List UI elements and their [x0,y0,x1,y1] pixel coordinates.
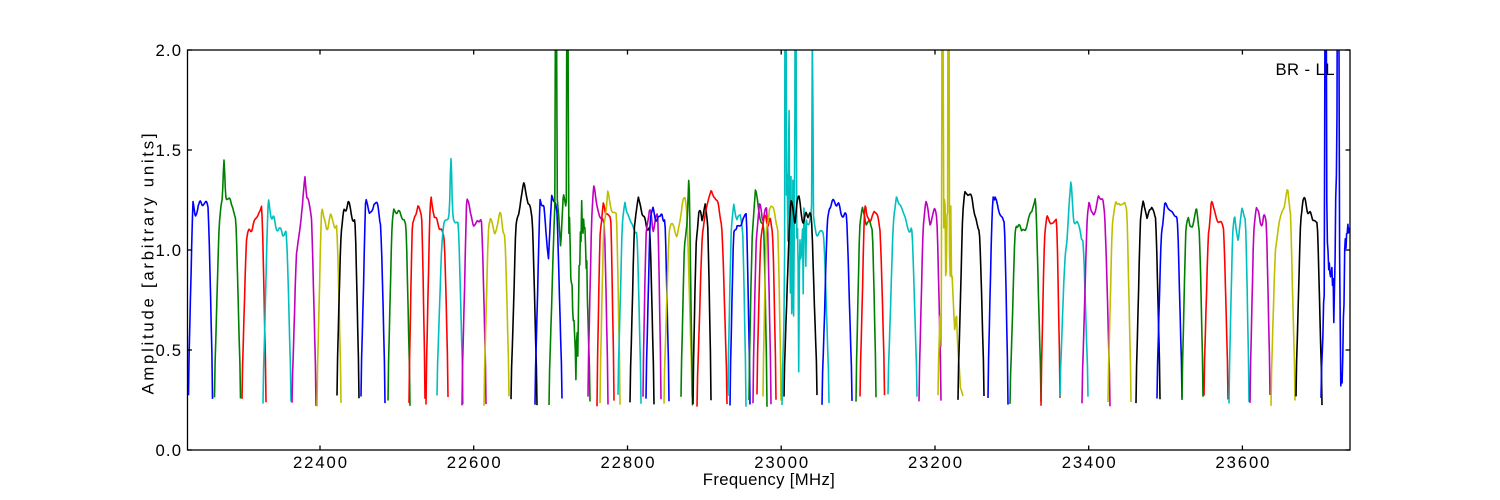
svg-text:23200: 23200 [908,453,962,472]
svg-text:22600: 22600 [447,453,501,472]
svg-text:Amplitude [arbitrary units]: Amplitude [arbitrary units] [139,134,158,395]
svg-text:22400: 22400 [293,453,347,472]
svg-text:23400: 23400 [1062,453,1116,472]
svg-text:22800: 22800 [601,453,655,472]
svg-text:2.0: 2.0 [156,41,182,60]
svg-text:23600: 23600 [1215,453,1269,472]
svg-text:Frequency [MHz]: Frequency [MHz] [703,470,835,489]
svg-text:BR - LL: BR - LL [1276,60,1335,79]
svg-text:1.0: 1.0 [156,241,182,260]
svg-text:1.5: 1.5 [156,141,182,160]
svg-text:0.5: 0.5 [156,341,182,360]
svg-text:0.0: 0.0 [156,441,182,460]
svg-text:23000: 23000 [754,453,808,472]
